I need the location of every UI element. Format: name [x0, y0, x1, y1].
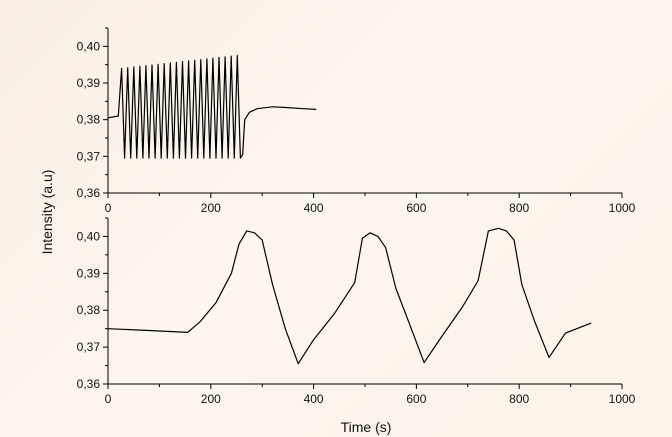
bottom-x-tick-label: 1000 [609, 392, 636, 406]
y-axis-title: Intensity (a.u) [39, 170, 55, 255]
top-y-tick-label: 0,38 [77, 113, 101, 127]
top-series-line [107, 54, 317, 159]
top-y-tick-label: 0,40 [77, 39, 101, 53]
bottom-y-tick-label: 0,40 [77, 229, 101, 243]
top-x-tick-label: 600 [406, 201, 426, 215]
top-x-tick-label: 400 [304, 201, 324, 215]
bottom-y-tick-label: 0,37 [77, 340, 101, 354]
bottom-y-tick-label: 0,36 [77, 377, 101, 391]
bottom-x-tick-label: 200 [201, 392, 221, 406]
top-panel: 0 200 400 600 800 1000 0,36 0,37 0,38 0,39 0,40 [77, 27, 636, 215]
bottom-x-tick-label: 800 [509, 392, 529, 406]
bottom-panel: 0 200 400 600 800 1000 0,36 0,37 0,38 0,39 0,40 [77, 217, 636, 406]
top-x-tick-label: 0 [105, 201, 112, 215]
top-y-tick-label: 0,39 [77, 76, 101, 90]
bottom-y-tick-label: 0,39 [77, 266, 101, 280]
bottom-series-line [107, 227, 592, 365]
top-x-tick-label: 1000 [609, 201, 636, 215]
bottom-x-tick-label: 0 [105, 392, 112, 406]
x-axis-title: Time (s) [341, 419, 392, 435]
top-x-tick-label: 200 [201, 201, 221, 215]
bottom-y-tick-label: 0,38 [77, 303, 101, 317]
top-y-tick-label: 0,36 [77, 186, 101, 200]
bottom-x-tick-label: 600 [406, 392, 426, 406]
top-x-tick-label: 800 [509, 201, 529, 215]
top-y-tick-label: 0,37 [77, 149, 101, 163]
bottom-x-tick-label: 400 [304, 392, 324, 406]
